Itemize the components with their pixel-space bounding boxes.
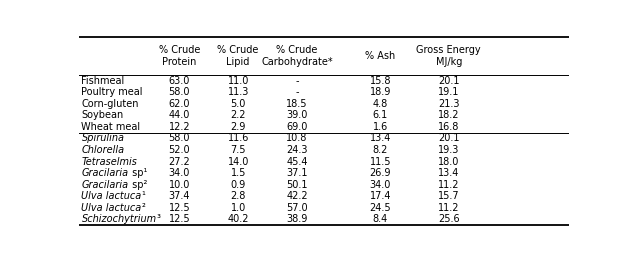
Text: 42.2: 42.2	[286, 191, 308, 201]
Text: 18.0: 18.0	[438, 156, 459, 166]
Text: Gracilaria: Gracilaria	[82, 179, 128, 189]
Text: 40.2: 40.2	[228, 214, 249, 224]
Text: 63.0: 63.0	[169, 76, 190, 86]
Text: Gracilaria: Gracilaria	[82, 168, 128, 178]
Text: 58.0: 58.0	[169, 87, 190, 97]
Text: Soybean: Soybean	[82, 110, 124, 120]
Text: 24.3: 24.3	[286, 145, 308, 155]
Text: 25.6: 25.6	[438, 214, 459, 224]
Text: 8.4: 8.4	[373, 214, 388, 224]
Text: 18.2: 18.2	[438, 110, 459, 120]
Text: Poultry meal: Poultry meal	[82, 87, 143, 97]
Text: 14.0: 14.0	[228, 156, 249, 166]
Text: 26.9: 26.9	[370, 168, 391, 178]
Text: 4.8: 4.8	[373, 99, 388, 109]
Text: Wheat meal: Wheat meal	[82, 122, 140, 132]
Text: -: -	[295, 76, 299, 86]
Text: ²: ²	[142, 202, 145, 212]
Text: % Ash: % Ash	[365, 51, 396, 61]
Text: 21.3: 21.3	[438, 99, 459, 109]
Text: 45.4: 45.4	[286, 156, 308, 166]
Text: 1.0: 1.0	[231, 202, 246, 212]
Text: 6.1: 6.1	[373, 110, 388, 120]
Text: 16.8: 16.8	[438, 122, 459, 132]
Text: 44.0: 44.0	[169, 110, 190, 120]
Text: % Crude
Protein: % Crude Protein	[159, 45, 200, 67]
Text: 13.4: 13.4	[370, 133, 391, 143]
Text: Corn-gluten: Corn-gluten	[82, 99, 139, 109]
Text: 62.0: 62.0	[169, 99, 190, 109]
Text: 34.0: 34.0	[169, 168, 190, 178]
Text: 39.0: 39.0	[286, 110, 308, 120]
Text: ¹: ¹	[142, 191, 145, 201]
Text: 12.5: 12.5	[169, 202, 190, 212]
Text: 12.5: 12.5	[169, 214, 190, 224]
Text: 5.0: 5.0	[231, 99, 246, 109]
Text: 11.2: 11.2	[438, 179, 459, 189]
Text: sp¹: sp¹	[128, 168, 147, 178]
Text: 27.2: 27.2	[169, 156, 190, 166]
Text: 7.5: 7.5	[231, 145, 246, 155]
Text: 1.6: 1.6	[373, 122, 388, 132]
Text: Fishmeal: Fishmeal	[82, 76, 125, 86]
Text: 58.0: 58.0	[169, 133, 190, 143]
Text: 50.1: 50.1	[286, 179, 308, 189]
Text: 52.0: 52.0	[169, 145, 190, 155]
Text: Tetraselmis: Tetraselmis	[82, 156, 137, 166]
Text: 38.9: 38.9	[286, 214, 308, 224]
Text: 24.5: 24.5	[370, 202, 391, 212]
Text: 2.2: 2.2	[231, 110, 246, 120]
Text: % Crude
Carbohydrate*: % Crude Carbohydrate*	[261, 45, 333, 67]
Text: 19.3: 19.3	[438, 145, 459, 155]
Text: 1.5: 1.5	[231, 168, 246, 178]
Text: 20.1: 20.1	[438, 76, 459, 86]
Text: 57.0: 57.0	[286, 202, 308, 212]
Text: 20.1: 20.1	[438, 133, 459, 143]
Text: 15.7: 15.7	[438, 191, 459, 201]
Text: 37.1: 37.1	[286, 168, 308, 178]
Text: 10.0: 10.0	[169, 179, 190, 189]
Text: sp²: sp²	[128, 179, 147, 189]
Text: Ulva lactuca: Ulva lactuca	[82, 202, 142, 212]
Text: 37.4: 37.4	[169, 191, 190, 201]
Text: 11.6: 11.6	[228, 133, 249, 143]
Text: 11.0: 11.0	[228, 76, 249, 86]
Text: -: -	[295, 87, 299, 97]
Text: 34.0: 34.0	[370, 179, 391, 189]
Text: ³: ³	[157, 214, 161, 224]
Text: 19.1: 19.1	[438, 87, 459, 97]
Text: Schizochytrium: Schizochytrium	[82, 214, 157, 224]
Text: Gross Energy
MJ/kg: Gross Energy MJ/kg	[416, 45, 481, 67]
Text: 11.2: 11.2	[438, 202, 459, 212]
Text: 11.3: 11.3	[228, 87, 249, 97]
Text: 8.2: 8.2	[372, 145, 388, 155]
Text: 18.5: 18.5	[286, 99, 308, 109]
Text: 2.9: 2.9	[231, 122, 246, 132]
Text: 2.8: 2.8	[231, 191, 246, 201]
Text: 13.4: 13.4	[438, 168, 459, 178]
Text: 10.8: 10.8	[286, 133, 308, 143]
Text: 15.8: 15.8	[370, 76, 391, 86]
Text: Chlorella: Chlorella	[82, 145, 125, 155]
Text: 11.5: 11.5	[370, 156, 391, 166]
Text: % Crude
Lipid: % Crude Lipid	[217, 45, 259, 67]
Text: 69.0: 69.0	[286, 122, 308, 132]
Text: Spirulina: Spirulina	[82, 133, 125, 143]
Text: 18.9: 18.9	[370, 87, 391, 97]
Text: 12.2: 12.2	[169, 122, 190, 132]
Text: 17.4: 17.4	[370, 191, 391, 201]
Text: 0.9: 0.9	[231, 179, 246, 189]
Text: Ulva lactuca: Ulva lactuca	[82, 191, 142, 201]
